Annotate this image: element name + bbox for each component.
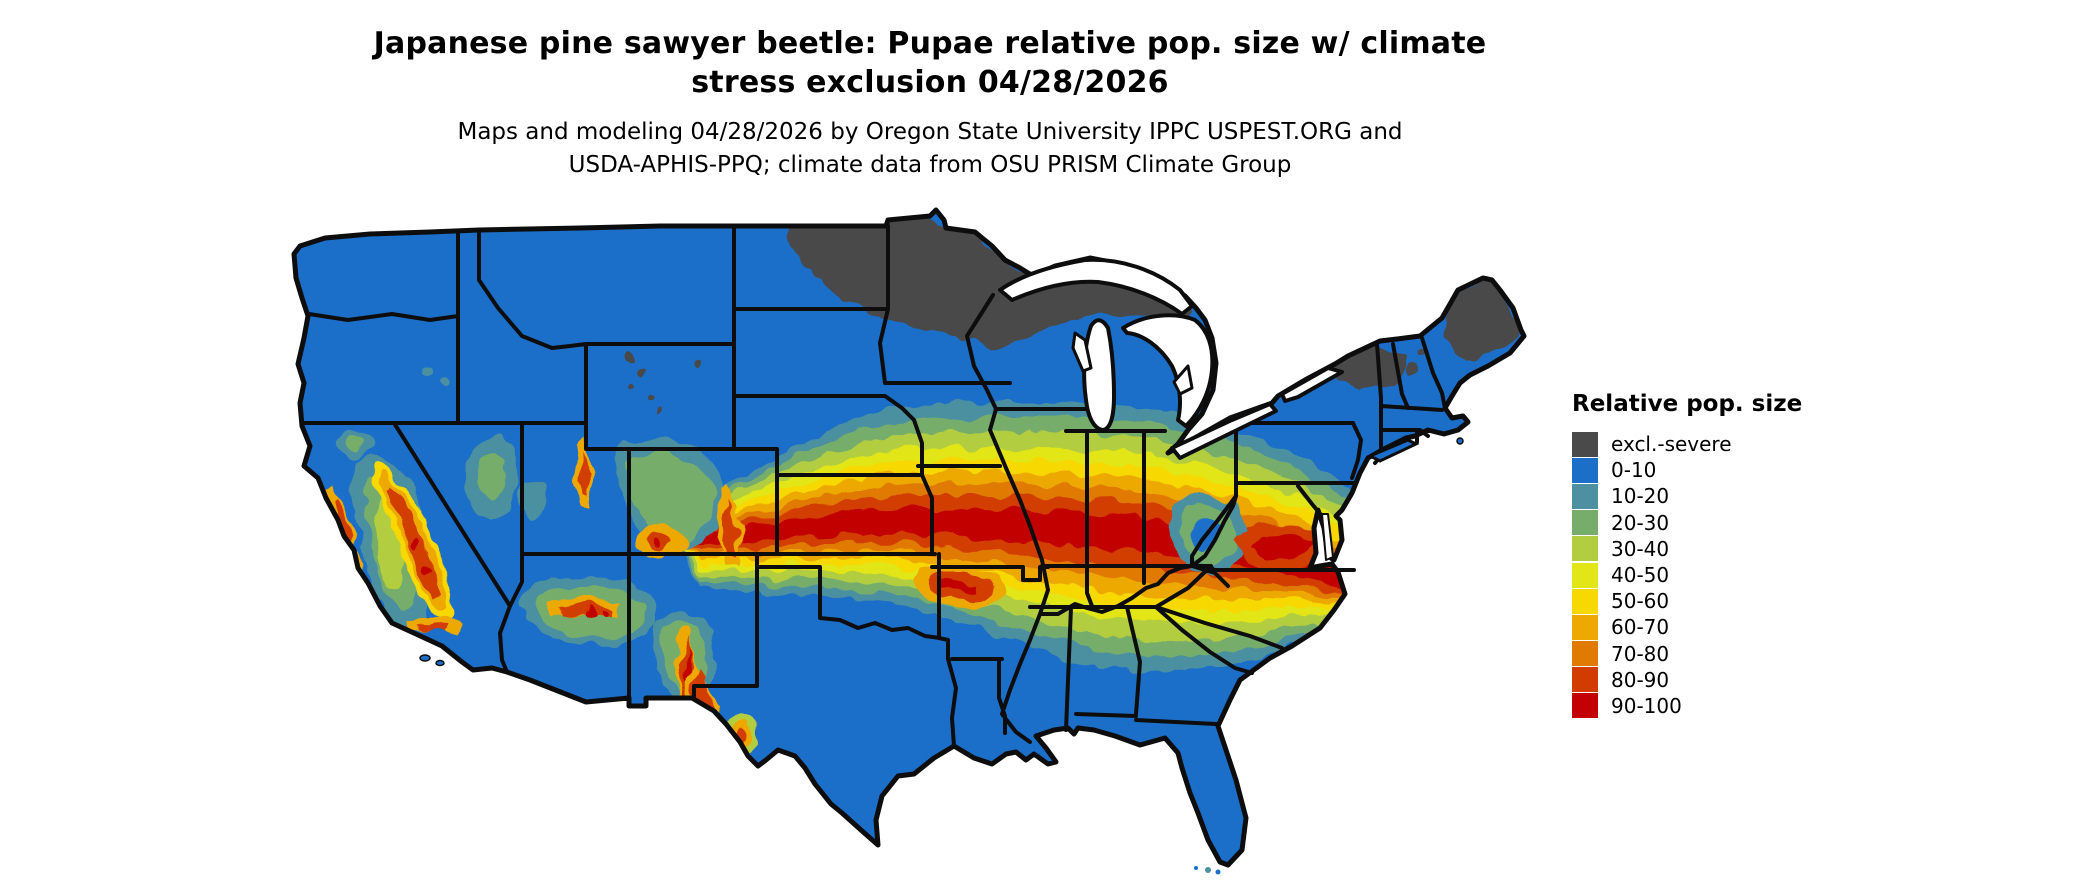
legend-item: 70-80 [1572,641,1802,667]
green-bay [1071,331,1093,373]
chesapeake-bay [1321,513,1334,561]
sierra-red [412,540,420,548]
legend-label: 50-60 [1611,589,1670,614]
legend-swatch [1572,562,1598,588]
legend-label: 10-20 [1611,484,1670,509]
map-fill-layers [294,210,1524,865]
legend-swatch [1572,588,1598,614]
excluded-yellowstone [623,353,633,363]
excluded-speck [655,409,661,415]
excluded-speck [694,360,702,368]
mogollon-red [586,608,594,616]
modoc-green [346,438,366,450]
legend-swatch [1572,510,1598,536]
lake-erie [1170,402,1278,460]
legend-label: 60-70 [1611,615,1670,640]
legend-swatch [1572,536,1598,562]
title-line-1: Japanese pine sawyer beetle: Pupae relat… [373,26,1487,61]
long-island [1366,438,1420,463]
lake-ontario [1280,366,1344,403]
excluded-white-mtns [1406,362,1418,374]
legend-swatch [1572,457,1598,483]
legend-item: 0-10 [1572,457,1802,483]
virginia-red-core [1250,534,1316,558]
legend-label: 70-80 [1611,641,1670,666]
legend-swatch [1572,483,1598,509]
ne-oregon-teal [421,366,431,376]
saginaw-bay [1172,364,1194,396]
legend-label: 20-30 [1611,510,1670,535]
legend-item: 20-30 [1572,510,1802,536]
legend-item: 10-20 [1572,483,1802,509]
socal-red-orange [416,623,444,632]
legend-item: 90-100 [1572,693,1802,719]
legend-item: 60-70 [1572,614,1802,640]
front-range-red-orange [723,498,738,560]
legend-item: 30-40 [1572,536,1802,562]
legend-swatch [1572,641,1598,667]
sierra-red [424,568,432,576]
legend-item: excl.-severe [1572,431,1802,457]
legend-label: 30-40 [1611,536,1670,561]
lake-huron [1121,313,1215,428]
excluded-speck [644,392,652,400]
legend-swatch [1572,431,1598,457]
nantucket [1456,437,1464,445]
legend-title: Relative pop. size [1572,391,1803,417]
legend-item: 40-50 [1572,562,1802,588]
excluded-speck [1418,350,1426,358]
legend-item: 50-60 [1572,588,1802,614]
title-line-2: stress exclusion 04/28/2026 [691,65,1169,100]
florida-keys [1205,867,1211,873]
legend-swatch [1572,667,1598,693]
colorado-rockies-green [628,453,714,541]
subtitle: Maps and modeling 04/28/2026 by Oregon S… [230,116,1630,182]
excluded-maine [1442,278,1521,364]
legend-swatch [1572,614,1598,640]
legend-rows: excl.-severe 0-10 10-20 20-30 30-40 40-5… [1572,431,1802,719]
legend-label: 80-90 [1611,667,1670,692]
us-map [230,168,1530,888]
subtitle-line-2: USDA-APHIS-PPQ; climate data from OSU PR… [568,152,1292,178]
lake-superior [998,257,1194,316]
page-title: Japanese pine sawyer beetle: Pupae relat… [230,24,1630,102]
legend: Relative pop. size excl.-severe 0-10 10-… [1572,391,1802,719]
us-map-svg [291,207,1527,875]
legend-item: 80-90 [1572,667,1802,693]
legend-label: 0-10 [1611,458,1657,483]
ozark-red [940,582,975,592]
florida-keys [1194,866,1198,870]
channel-island [435,659,445,667]
state-borders [303,224,1447,748]
legend-swatch [1572,693,1598,719]
nevada-green [479,452,505,500]
mogollon-red [602,611,608,617]
excluded-speck [636,369,644,377]
wasatch-red-orange [579,450,589,498]
channel-island [419,654,431,662]
subtitle-line-1: Maps and modeling 04/28/2026 by Oregon S… [457,119,1403,145]
san-juan-red [654,538,662,546]
lake-michigan [1082,318,1116,432]
ne-oregon-teal [438,380,446,388]
legend-label: 40-50 [1611,563,1670,588]
florida-keys [1215,869,1221,875]
great-lakes [998,257,1344,561]
excluded-speck [627,383,633,389]
nevada-teal-2 [518,480,546,520]
excluded-speck [1397,356,1405,364]
legend-label: 90-100 [1611,693,1682,718]
legend-label: excl.-severe [1611,432,1732,457]
